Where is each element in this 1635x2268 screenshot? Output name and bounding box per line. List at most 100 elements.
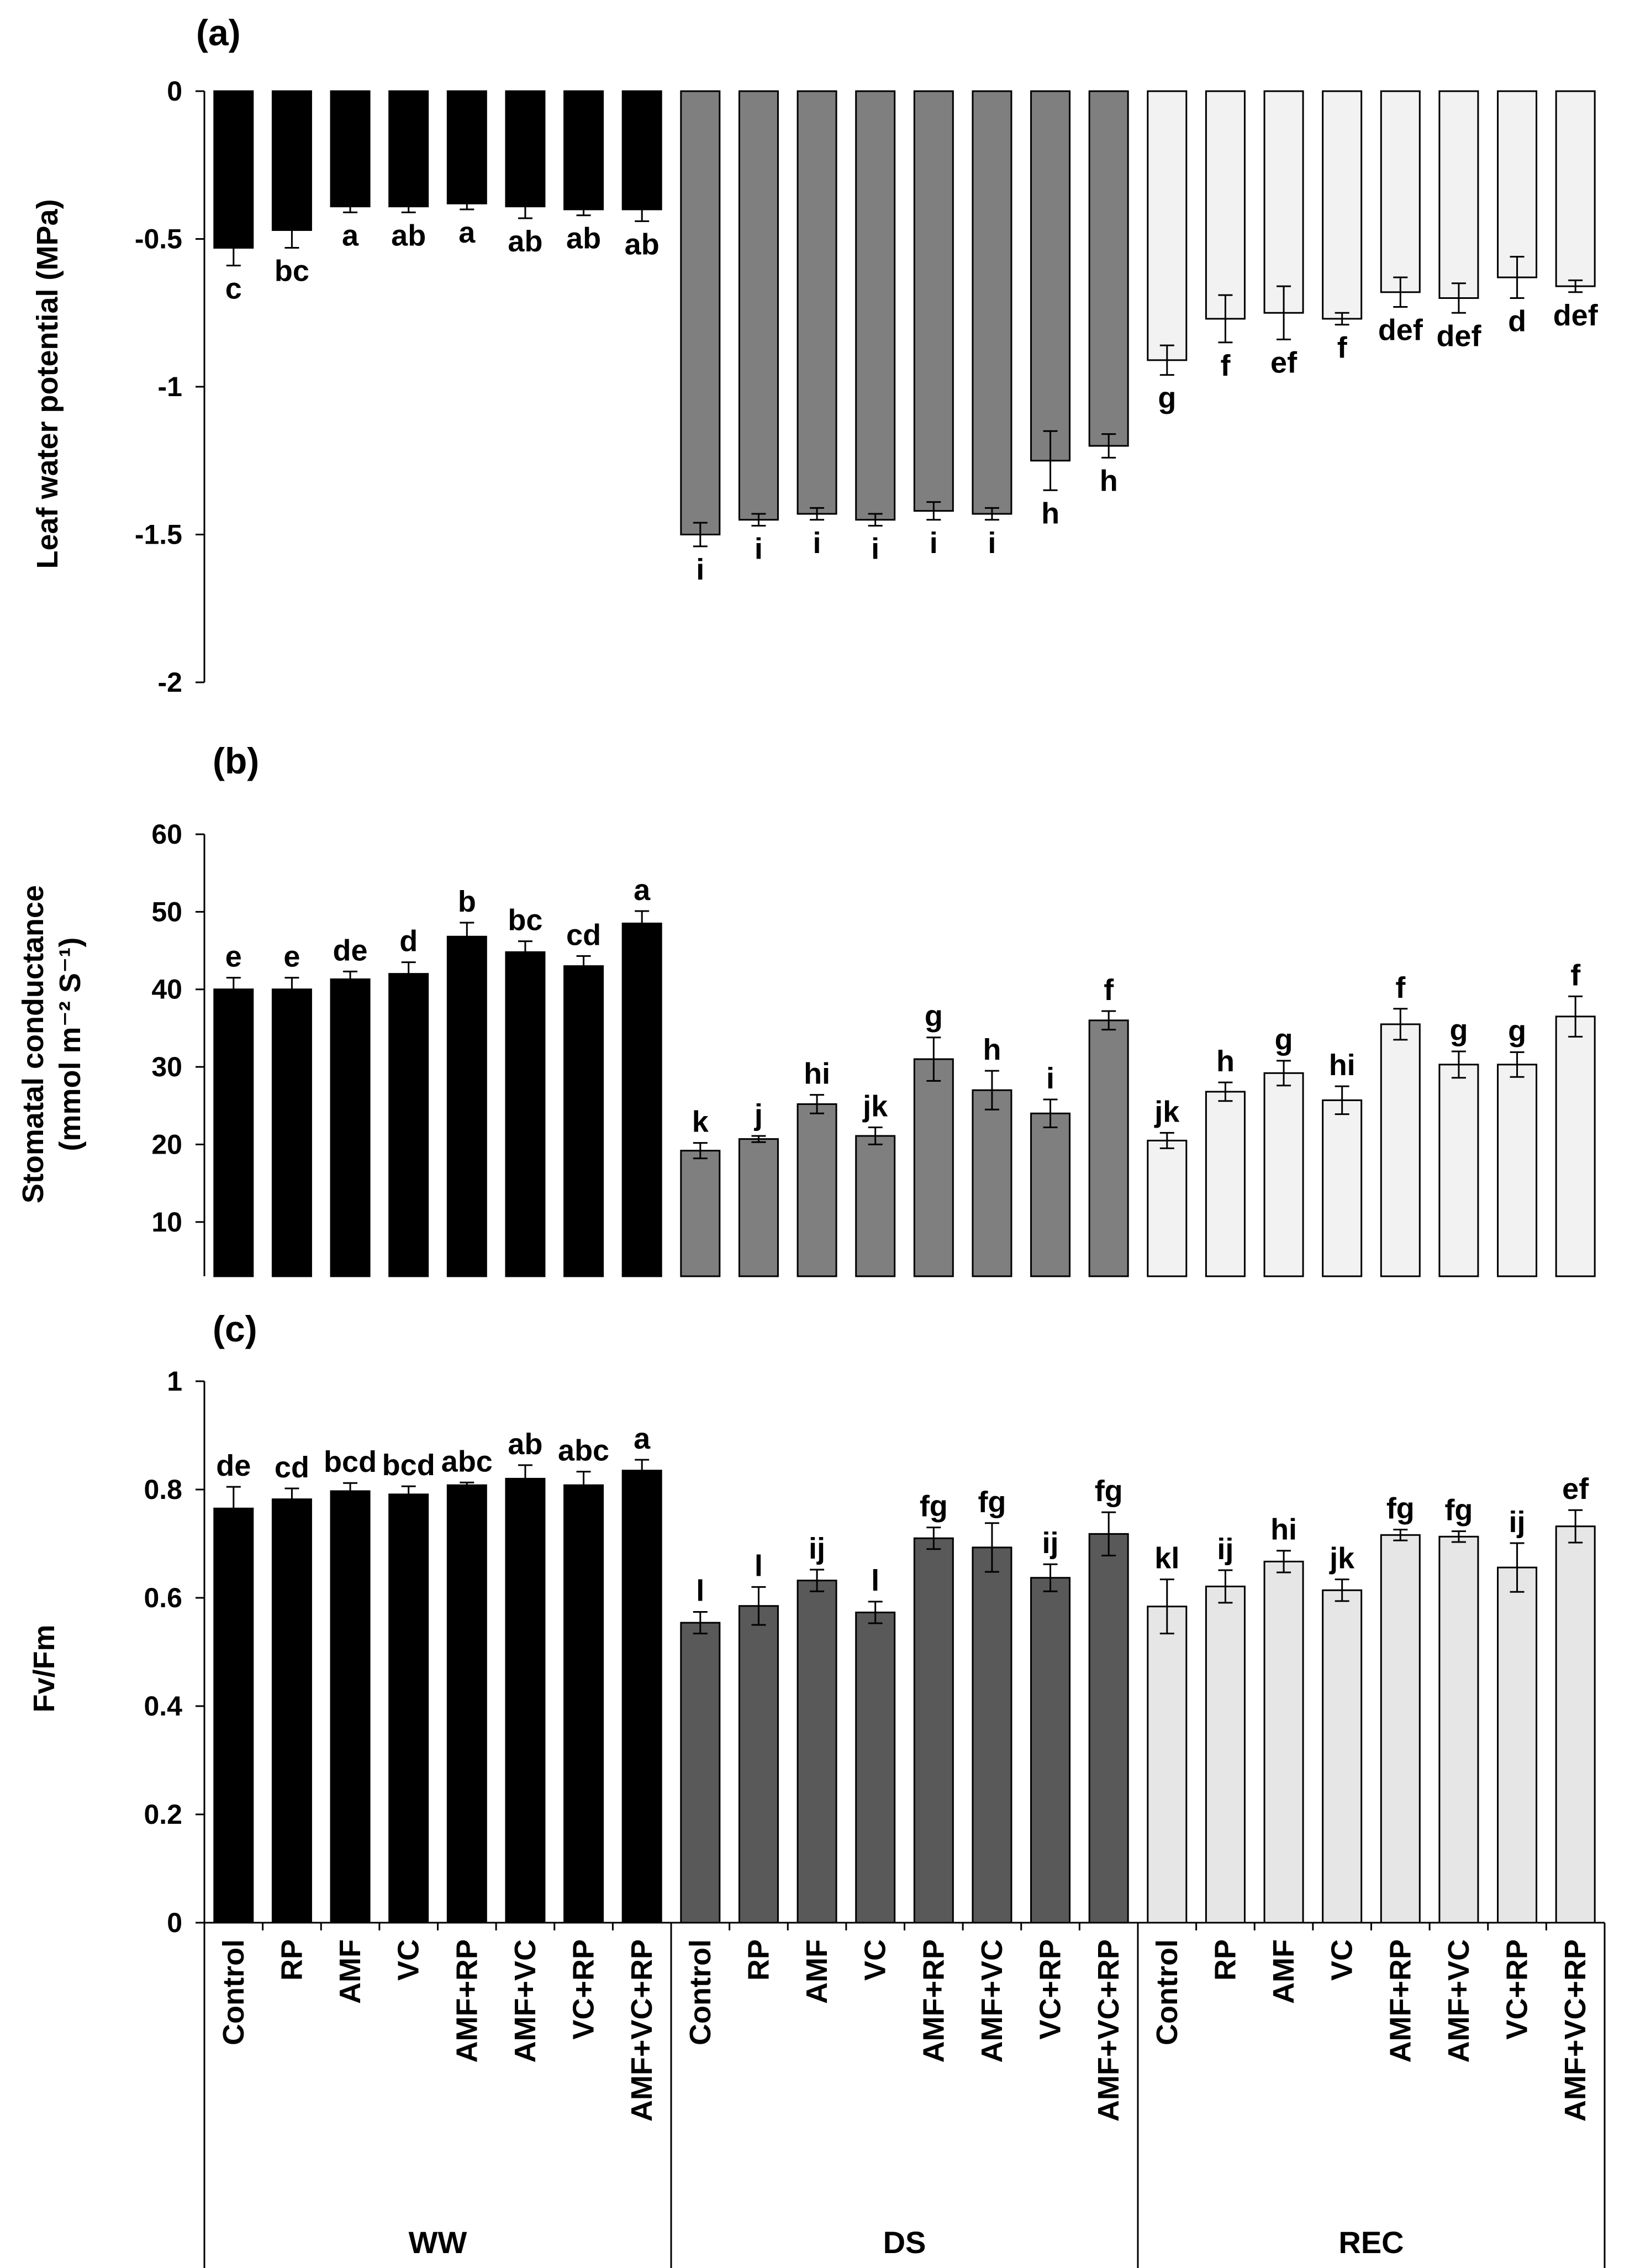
panel-b-error-bar [1451,1050,1466,1079]
panel-a-significance-letter: def [1378,314,1423,347]
panel-b-error-bar [226,977,241,1002]
panel-c-bar [271,1498,312,1924]
panel-c-y-tick-label: 0.8 [144,1474,182,1505]
x-group-label: REC [1338,2225,1404,2260]
panel-b-significance-letter: hi [1329,1049,1356,1082]
panel-b-y-tick-label: 10 [151,1207,182,1238]
panel-c-significance-letter: fg [1095,1475,1123,1508]
panel-a-y-ticks: 0 -0.5 -1 -1.5 -2 [135,76,205,698]
panel-b-bar [1380,1023,1421,1277]
panel-c-bar [913,1537,954,1924]
panel-b-y-ticks: 60 50 40 30 20 10 [151,819,205,1276]
panel-c-bar [1497,1566,1538,1924]
panel-c-significance-letter: l [871,1564,879,1597]
panel-a-significance-letter: h [1041,497,1059,530]
panel-c-bar [738,1605,779,1924]
panel-c-y-tick-label: 0.4 [144,1691,182,1722]
panel-b-bar [621,922,662,1277]
panel-c-bar [855,1611,896,1924]
panel-a-significance-letter: i [988,527,996,560]
panel-b-error-bar [518,940,532,964]
panel-a-bar [1555,90,1596,287]
panel-a-bar [621,90,662,211]
panel-c-error-bar [1218,1569,1233,1604]
panel-b-error-bar [693,1142,708,1160]
panel-b-error-bar [984,1070,999,1111]
panel-c-bar [388,1493,429,1924]
x-category-label: AMF+VC [509,1939,542,2063]
panel-a-error-bar [1101,433,1116,459]
panel-a-significance-letter: i [813,527,821,560]
panel-c-error-bar [401,1485,416,1504]
panel-a-leaf-water-potential: (a) Leaf water potential (MPa) 0 -0.5 -1 -1… [31,12,1599,698]
panel-a-bar [1147,90,1188,361]
panel-b-bar [1088,1019,1129,1277]
panel-a-error-bar [926,501,941,521]
panel-c-error-bar [518,1464,532,1493]
panel-a-error-bar [693,522,708,548]
panel-b-error-bar [1510,1051,1525,1078]
panel-a-error-bar [1277,285,1291,340]
panel-a-significance-letter: d [1508,305,1526,338]
panel-c-bar [1555,1525,1596,1924]
panel-c-bar [1322,1589,1363,1924]
panel-c-error-bar [868,1601,883,1624]
panel-b-bar [738,1138,779,1277]
panel-b-significance-letter: bc [508,904,542,937]
panel-b-error-bar [343,970,358,988]
panel-a-error-bar [1159,344,1174,376]
panel-b-error-bar [1568,995,1583,1038]
panel-c-y-tick-label: 1 [167,1366,182,1397]
x-category-label: RP [742,1939,775,1981]
panel-a-bar [1205,90,1246,320]
panel-b-significance-letter: f [1570,959,1581,992]
x-category-label: AMF+RP [1384,1939,1417,2063]
x-category-label: VC+RP [567,1939,600,2040]
panel-c-bar [972,1546,1012,1924]
panel-c-bar [446,1484,487,1924]
x-category-label: VC [859,1939,892,1981]
panel-b-y-tick-label: 50 [151,896,182,927]
panel-b-significance-letter: g [1449,1014,1468,1047]
panel-c-bar [1205,1585,1246,1924]
panel-c-fv-fm: (c) Fv/Fm 10.80.60.40.20 de cd bcd bcd abcab… [28,1308,1596,1938]
panel-b-bar [1555,1015,1596,1277]
panel-a-error-bar [576,202,591,217]
panel-b-error-bar [1393,1008,1408,1041]
panel-a-significance-letter: ab [625,228,660,261]
panel-a-error-bar [343,199,358,213]
panel-a-significance-letter: i [696,553,704,586]
x-category-label: AMF+VC [1442,1939,1475,2063]
panel-c-significance-letter: ab [508,1428,542,1461]
panel-a-error-bar [1510,256,1525,299]
panel-b-significance-letter: k [692,1106,709,1139]
panel-c-error-bar [1335,1578,1349,1602]
panel-b-significance-letter: de [333,934,368,967]
panel-a-error-bar [810,507,825,521]
panel-a-bar [1322,90,1363,320]
x-category-label: AMF+VC+RP [625,1939,658,2122]
panel-c-error-bar [284,1487,299,1511]
panel-c-significance-letter: ij [809,1532,825,1565]
panel-c-bar [1088,1533,1129,1924]
panel-a-significance-letter: ab [391,219,426,252]
panel-c-error-bar [751,1586,766,1626]
panel-c-significance-letter: ij [1509,1506,1526,1539]
panel-c-error-bar [984,1522,999,1573]
panel-c-error-bar [1393,1529,1408,1541]
panel-b-significance-letter: j [754,1098,763,1132]
panel-a-error-bar [751,513,766,527]
panel-a-significance-letter: ef [1270,346,1298,379]
x-axis-groups: WW DS REC [409,2225,1404,2260]
panel-c-significance-letter: ef [1562,1472,1589,1506]
panel-a-y-tick-label: -2 [158,667,182,698]
panel-c-error-bar [576,1471,591,1500]
panel-a-significance-letter: bc [275,255,309,288]
panel-b-significance-letter: g [1508,1014,1526,1048]
x-category-label: AMF+RP [917,1939,950,2063]
x-category-label: VC+RP [1034,1939,1067,2040]
panel-c-significance-letter: abc [441,1445,493,1478]
